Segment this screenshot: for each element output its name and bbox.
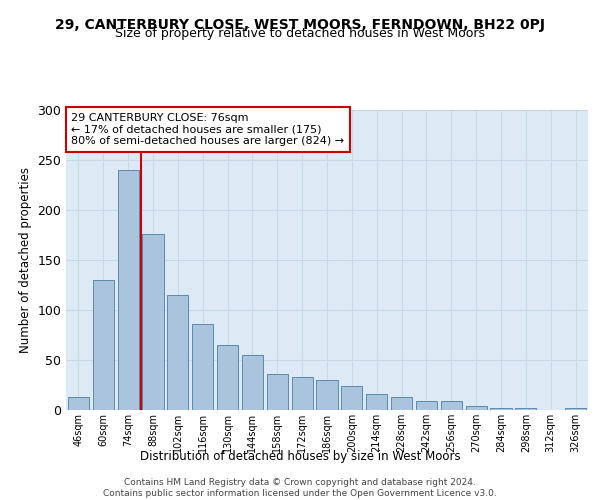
Bar (416, 401, 437, 410)
Y-axis label: Number of detached properties: Number of detached properties (19, 167, 32, 353)
Bar (167, 295, 188, 410)
Bar (441, 401, 462, 410)
Text: Distribution of detached houses by size in West Moors: Distribution of detached houses by size … (140, 450, 460, 463)
Bar (217, 345, 238, 410)
Bar (466, 406, 487, 410)
Text: Size of property relative to detached houses in West Moors: Size of property relative to detached ho… (115, 28, 485, 40)
Bar (242, 355, 263, 410)
Bar (316, 380, 338, 410)
Bar (267, 374, 288, 410)
Bar (192, 324, 213, 410)
Bar (93, 280, 114, 410)
Bar (142, 234, 164, 410)
Bar (565, 408, 586, 410)
Bar (68, 397, 89, 410)
Bar (292, 377, 313, 410)
Bar (490, 408, 512, 410)
Text: 29 CANTERBURY CLOSE: 76sqm
← 17% of detached houses are smaller (175)
80% of sem: 29 CANTERBURY CLOSE: 76sqm ← 17% of deta… (71, 113, 344, 146)
Text: Contains HM Land Registry data © Crown copyright and database right 2024.
Contai: Contains HM Land Registry data © Crown c… (103, 478, 497, 498)
Text: 29, CANTERBURY CLOSE, WEST MOORS, FERNDOWN, BH22 0PJ: 29, CANTERBURY CLOSE, WEST MOORS, FERNDO… (55, 18, 545, 32)
Bar (515, 408, 536, 410)
Bar (341, 386, 362, 410)
Bar (366, 394, 387, 410)
Bar (391, 397, 412, 410)
Bar (118, 170, 139, 410)
